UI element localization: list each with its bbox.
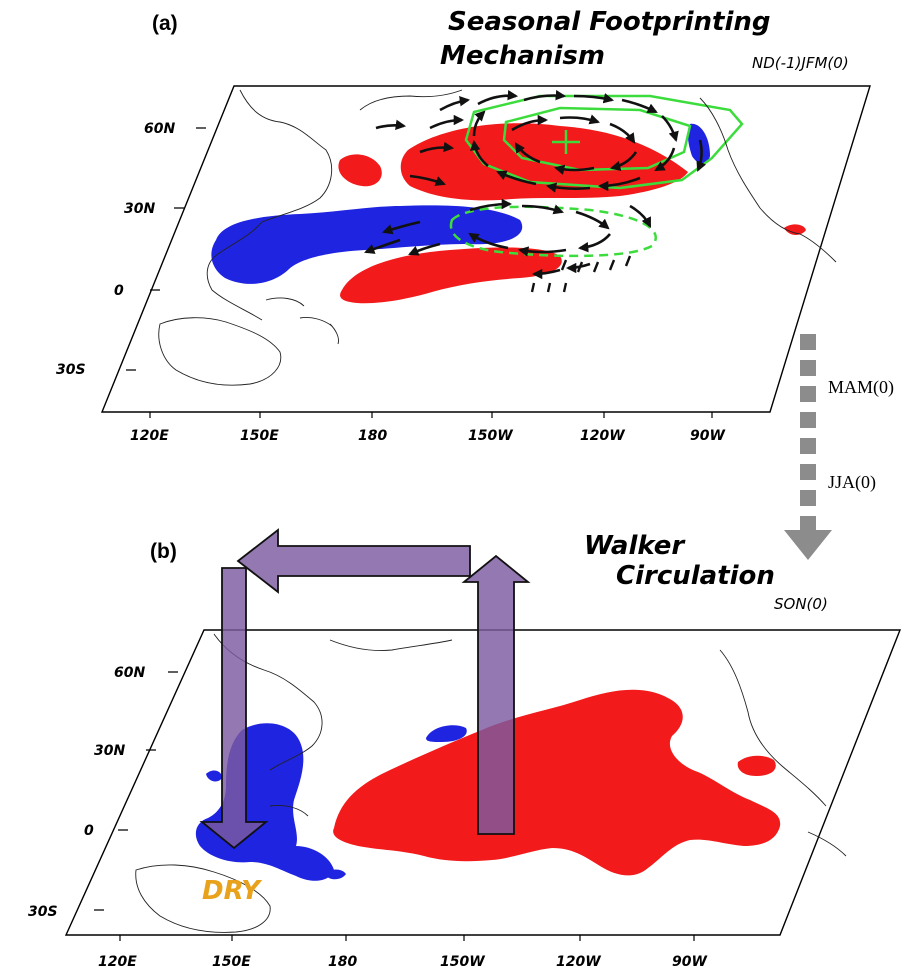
sinking-arrow [199,567,269,850]
lat-label: 0 [84,823,94,839]
lon-label: 150E [240,428,279,444]
wind-vector [575,210,610,230]
lat-label: 60N [114,665,145,681]
lon-label: 180 [358,428,387,444]
wind-vector [477,90,519,106]
wind-vector [439,96,471,112]
lon-label: 90W [672,954,707,970]
lat-label: 30S [56,362,86,378]
high-center-plus [552,130,580,154]
wind-vector [531,268,561,280]
axis-ticks-a [126,127,713,418]
wind-vector [523,89,567,102]
wind-vector [597,176,641,192]
wind-vector [577,233,611,253]
lon-label: 150W [468,428,513,444]
wind-vector [468,232,509,250]
dry-label: DRY [202,876,263,906]
wind-vector [514,142,541,164]
lon-label: 120W [580,428,625,444]
westward-arrow [236,528,471,594]
panel-b-season: SON(0) [774,595,828,613]
wind-vector [553,164,595,175]
wind-vector [629,204,652,228]
wind-vector [559,114,600,125]
wind-vector [364,238,401,254]
panel-b-title-line1: Walker [584,531,686,561]
lon-labels-a: 120E 150E 180 150W 120W 90W [130,428,725,444]
wind-vector [472,110,486,137]
wind-vector [545,182,591,193]
panel-a-title-line2: Mechanism [440,41,605,71]
wind-vector [408,242,441,256]
wind-vector [470,139,489,167]
blue-anomaly-northeast [687,123,710,164]
blue-anomaly-small-east [324,869,346,880]
panel-b-title-line2: Circulation [616,561,775,591]
wind-vector [469,198,513,212]
lon-label: 150W [440,954,485,970]
wind-vector [382,220,421,235]
panel-a-season: ND(-1)JFM(0) [752,54,849,72]
coastlines-a [158,89,837,386]
seasonal-progression: MAM(0) JJA(0) [784,334,894,560]
wind-vector [609,151,638,172]
red-anomaly-mexico [737,755,776,776]
lat-labels-b: 60N 30N 0 30S [28,665,145,920]
wind-vector [609,122,636,144]
lat-label: 0 [114,283,124,299]
blue-anomaly-small-north [426,725,467,742]
panel-a: (a) Seasonal Footprinting Mechanism ND(-… [56,7,871,444]
wind-vector [517,246,567,257]
wind-vector [511,114,549,132]
panel-b: (b) Walker Circulation SON(0) [28,528,902,970]
step-mam-label: MAM(0) [828,377,894,398]
red-anomaly-east [784,224,806,235]
red-anomaly-tropical [340,247,562,304]
panel-b-label: (b) [150,540,177,563]
wind-vector [565,262,591,274]
wind-vector [496,170,537,186]
wind-vector [375,119,407,130]
blue-anomaly-small-island [206,770,222,782]
wind-vector [429,114,465,130]
lon-labels-b: 120E 150E 180 150W 120W 90W [98,954,707,970]
lon-label: 180 [328,954,357,970]
lon-label: 150E [212,954,251,970]
lon-label: 120E [130,428,169,444]
wind-vector [521,204,564,215]
panel-a-title-line1: Seasonal Footprinting [448,7,770,37]
panel-a-label: (a) [152,12,178,35]
high-contour-inner [502,106,692,172]
coastlines-b [135,633,847,933]
wind-vector [573,93,615,104]
wind-vector-ticks-a [530,255,632,293]
lat-labels-a: 60N 30N 0 30S [56,121,175,378]
wind-vector [419,141,455,154]
low-contour-dashed [449,205,657,258]
wind-vector [654,147,676,172]
lat-label: 60N [144,121,175,137]
red-anomaly-central-east-pacific [333,689,781,876]
step-jja-label: JJA(0) [828,472,876,493]
wind-vectors-a [364,89,707,280]
wind-vector [696,139,707,172]
lon-label: 90W [690,428,725,444]
progression-dashes [800,334,816,530]
lat-label: 30S [28,904,58,920]
wind-vector [409,174,446,186]
red-anomaly-japan [338,154,382,187]
lon-label: 120E [98,954,137,970]
lon-label: 120W [556,954,601,970]
walker-circulation-arrows [199,528,531,850]
progression-arrowhead [784,530,832,560]
axis-ticks-b [94,671,695,941]
rising-arrow [461,554,531,835]
wind-vector [621,98,658,114]
lat-label: 30N [124,201,155,217]
lat-label: 30N [94,743,125,759]
wind-vector [661,115,679,142]
